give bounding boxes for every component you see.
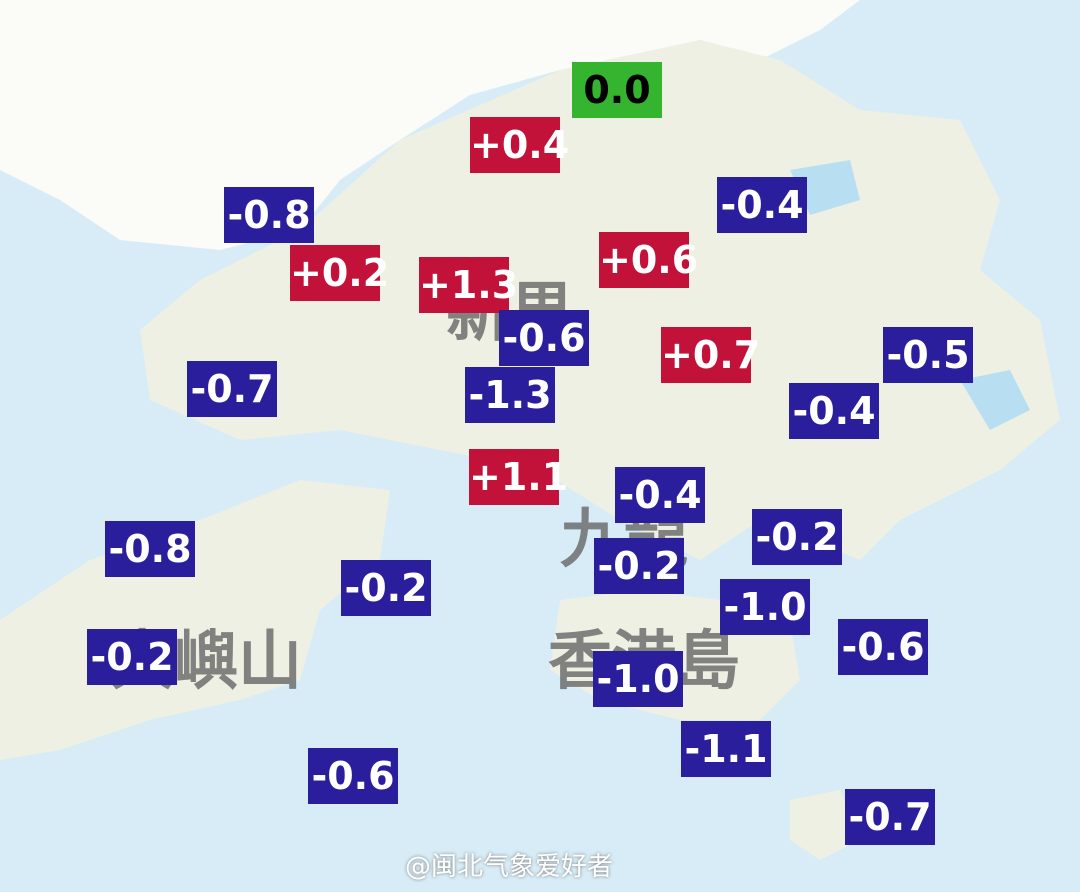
temperature-change: -1.0: [593, 651, 683, 707]
temperature-change: -0.4: [615, 467, 705, 523]
temperature-change: -0.8: [105, 521, 195, 577]
temperature-change: -0.4: [789, 383, 879, 439]
temperature-change: -0.5: [883, 327, 973, 383]
mainland: [0, 0, 860, 250]
temperature-change: +0.6: [599, 232, 698, 288]
temperature-change: -0.4: [717, 177, 807, 233]
temperature-change: -0.2: [341, 560, 431, 616]
temperature-change: +0.7: [661, 327, 760, 383]
temperature-change: -0.2: [752, 509, 842, 565]
temperature-change: -1.3: [465, 367, 555, 423]
temperature-change: +1.1: [469, 449, 568, 505]
temperature-change: +0.4: [470, 117, 569, 173]
temperature-change: -0.6: [499, 310, 589, 366]
temperature-change: -0.7: [187, 361, 277, 417]
temperature-change: -0.7: [845, 789, 935, 845]
temperature-change: -1.0: [720, 579, 810, 635]
watermark: @闽北气象爱好者: [405, 852, 614, 882]
reservoir: [960, 370, 1030, 430]
island: [790, 790, 860, 860]
temperature-change: 0.0: [572, 62, 662, 118]
temperature-change: -0.8: [224, 187, 314, 243]
temperature-change: +1.3: [419, 257, 518, 313]
temperature-change: -0.2: [87, 629, 177, 685]
lantau: [0, 480, 390, 760]
temperature-change: -0.6: [308, 748, 398, 804]
temperature-change: -0.6: [838, 619, 928, 675]
reservoir: [790, 160, 860, 215]
temperature-change: +0.2: [290, 245, 389, 301]
temperature-change: -0.2: [594, 538, 684, 594]
temperature-change: -1.1: [681, 721, 771, 777]
